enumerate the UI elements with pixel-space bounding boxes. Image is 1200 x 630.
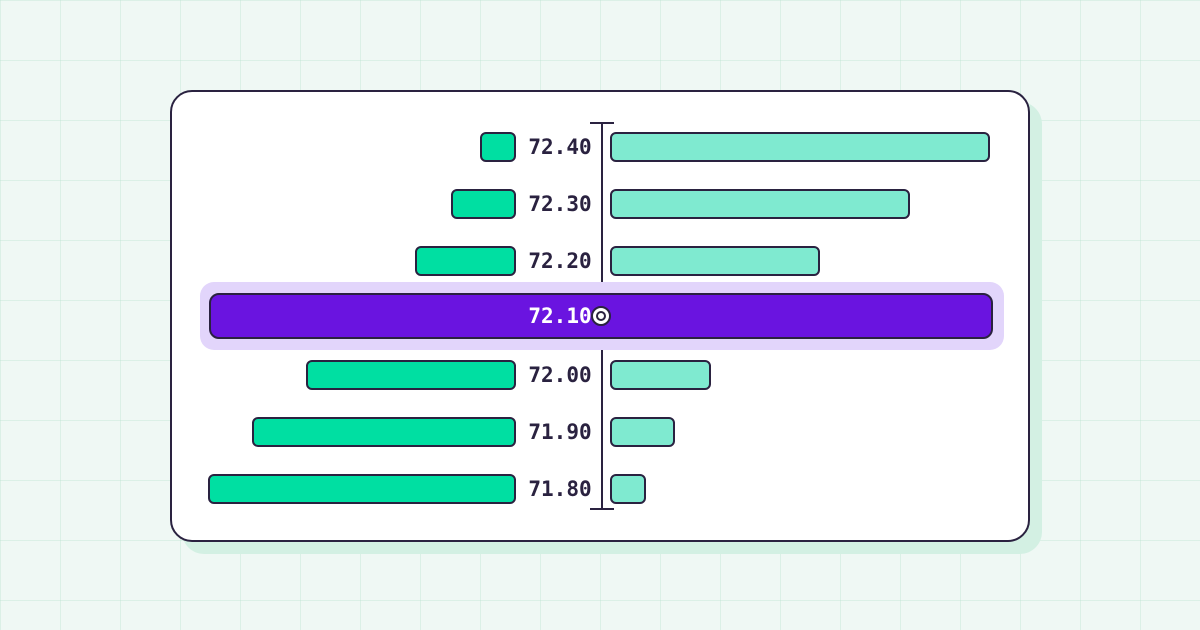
price-level-label: 71.80 (528, 477, 592, 501)
ask-bar-71-90[interactable] (610, 417, 675, 447)
price-level-label: 72.30 (528, 192, 592, 216)
ask-bar-72-00[interactable] (610, 360, 711, 390)
price-level-label: 71.90 (528, 420, 592, 444)
order-book-card: 72.40 72.30 72.20 72.00 71.90 71.80 72.10 (170, 90, 1030, 542)
price-level-label: 72.40 (528, 135, 592, 159)
ask-bar-72-20[interactable] (610, 246, 820, 276)
bid-bar-72-20[interactable] (415, 246, 516, 276)
bid-bar-72-40[interactable] (480, 132, 516, 162)
mid-price-marker[interactable] (591, 306, 611, 326)
bid-bar-71-90[interactable] (252, 417, 516, 447)
bid-bar-72-30[interactable] (451, 189, 516, 219)
bid-bar-71-80[interactable] (208, 474, 516, 504)
price-level-label: 72.20 (528, 249, 592, 273)
mid-price-label: 72.10 (528, 304, 592, 328)
price-level-label: 72.00 (528, 363, 592, 387)
ask-bar-71-80[interactable] (610, 474, 646, 504)
center-axis-bottom-cap (590, 508, 614, 510)
center-axis-top-cap (590, 122, 614, 124)
bid-bar-72-00[interactable] (306, 360, 516, 390)
ask-bar-72-30[interactable] (610, 189, 910, 219)
ask-bar-72-40[interactable] (610, 132, 990, 162)
